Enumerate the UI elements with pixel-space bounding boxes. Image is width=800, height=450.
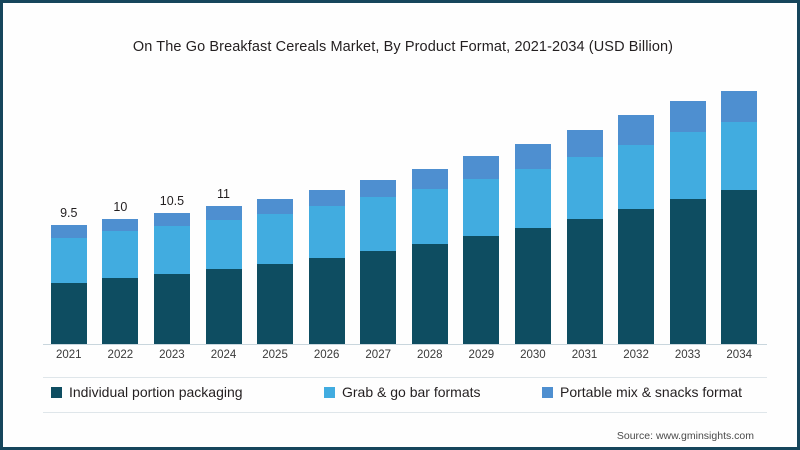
x-tick-label: 2029	[468, 349, 495, 361]
bar-column[interactable]	[669, 101, 706, 344]
bar-segment[interactable]	[50, 237, 87, 283]
x-tick-label: 2024	[210, 349, 237, 361]
bar-segment[interactable]	[411, 188, 448, 244]
legend-label: Grab & go bar formats	[342, 384, 481, 400]
x-tick-label: 2028	[416, 349, 443, 361]
bar-segment[interactable]	[514, 227, 551, 344]
bar-column[interactable]	[411, 168, 448, 344]
legend-swatch-icon	[51, 386, 62, 398]
chart-legend: Individual portion packaging Grab & go ba…	[43, 384, 767, 410]
chart-title: On The Go Breakfast Cereals Market, By P…	[132, 39, 674, 55]
bar-column[interactable]	[618, 114, 655, 344]
bar-segment[interactable]	[50, 225, 87, 238]
bar-value-label: 10.5	[159, 193, 185, 208]
bar-column[interactable]	[308, 189, 345, 344]
source-label: Source: www.gminsights.com	[616, 430, 754, 442]
legend-label: Individual portion packaging	[69, 384, 243, 400]
bar-column[interactable]	[566, 129, 603, 344]
bar-segment[interactable]	[153, 273, 190, 344]
bar-value-label: 9.5	[60, 206, 78, 221]
x-tick-label: 2027	[365, 349, 391, 361]
legend-item[interactable]: Individual portion packaging	[51, 384, 243, 400]
bar-segment[interactable]	[618, 208, 655, 344]
bar-segment[interactable]	[205, 220, 242, 269]
bar-column[interactable]	[463, 156, 500, 344]
legend-divider-bottom	[43, 412, 767, 413]
legend-swatch-icon	[542, 386, 553, 398]
bar-segment[interactable]	[566, 129, 603, 158]
legend-divider-top	[43, 377, 767, 378]
bar-value-label: 11	[217, 187, 230, 202]
bar-segment[interactable]	[102, 231, 139, 278]
x-tick-label: 2030	[520, 349, 546, 361]
bar-segment[interactable]	[102, 218, 139, 232]
bar-column[interactable]	[514, 143, 551, 344]
bar-segment[interactable]	[205, 268, 242, 344]
bar-segment[interactable]	[669, 101, 706, 133]
bar-segment[interactable]	[360, 251, 397, 344]
bar-segment[interactable]	[463, 178, 500, 237]
bar-segment[interactable]	[411, 243, 448, 344]
x-axis-line	[43, 344, 767, 345]
bar-column[interactable]	[721, 91, 758, 344]
bar-segment[interactable]	[153, 212, 190, 227]
bar-segment[interactable]	[257, 198, 294, 214]
bar-column[interactable]	[257, 198, 294, 344]
x-tick-label: 2034	[726, 349, 752, 361]
bar-segment[interactable]	[721, 122, 758, 190]
bar-segment[interactable]	[257, 213, 294, 264]
bar-segment[interactable]	[308, 257, 345, 344]
bar-segment[interactable]	[721, 189, 758, 344]
legend-item[interactable]: Grab & go bar formats	[324, 384, 481, 400]
x-tick-label: 2031	[571, 349, 598, 361]
x-tick-label: 2022	[107, 349, 134, 361]
bar-segment[interactable]	[50, 282, 87, 344]
bar-segment[interactable]	[463, 236, 500, 344]
bar-segment[interactable]	[618, 114, 655, 145]
legend-swatch-icon	[324, 386, 335, 398]
bar-segment[interactable]	[669, 132, 706, 199]
bar-segment[interactable]	[153, 226, 190, 274]
bar-segment[interactable]	[411, 168, 448, 189]
x-tick-label: 2025	[262, 349, 288, 361]
chart-canvas: On The Go Breakfast Cereals Market, By P…	[6, 6, 794, 444]
bar-segment[interactable]	[308, 206, 345, 258]
bar-segment[interactable]	[514, 168, 551, 228]
bar-column[interactable]	[360, 179, 397, 344]
bar-segment[interactable]	[308, 189, 345, 207]
bar-segment[interactable]	[721, 91, 758, 123]
bar-segment[interactable]	[360, 179, 397, 198]
x-tick-label: 2032	[623, 349, 649, 361]
bar-segment[interactable]	[102, 277, 139, 344]
plot-area	[43, 81, 765, 344]
bar-column[interactable]	[205, 206, 242, 344]
bar-segment[interactable]	[205, 206, 242, 221]
x-tick-label: 2023	[159, 349, 185, 361]
x-tick-label: 2021	[55, 349, 82, 361]
bar-segment[interactable]	[514, 143, 551, 169]
bar-segment[interactable]	[463, 156, 500, 179]
bar-segment[interactable]	[618, 144, 655, 209]
x-tick-label: 2033	[674, 349, 701, 361]
bar-segment[interactable]	[669, 198, 706, 344]
bar-column[interactable]	[153, 212, 190, 344]
bar-segment[interactable]	[257, 263, 294, 344]
bar-segment[interactable]	[566, 157, 603, 219]
bar-column[interactable]	[102, 218, 139, 344]
bar-value-label: 10	[113, 199, 128, 214]
bar-segment[interactable]	[360, 197, 397, 252]
bar-segment[interactable]	[566, 218, 603, 344]
x-tick-label: 2026	[313, 349, 340, 361]
x-axis-labels: 2021 2022 2023 2024 2025 2026 2027 2028 2029 2030…	[43, 349, 765, 369]
bar-column[interactable]	[50, 225, 87, 344]
legend-item[interactable]: Portable mix & snacks format	[542, 384, 742, 400]
legend-label: Portable mix & snacks format	[560, 384, 743, 400]
